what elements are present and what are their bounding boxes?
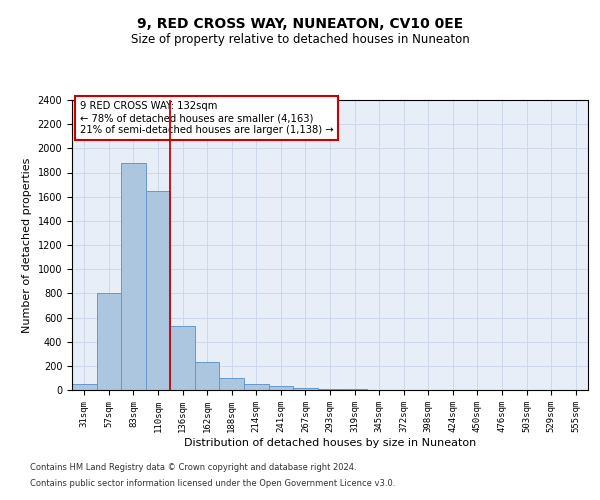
Bar bbox=[146, 190, 170, 390]
Bar bbox=[318, 389, 342, 390]
Text: Contains public sector information licensed under the Open Government Licence v3: Contains public sector information licen… bbox=[30, 478, 395, 488]
Text: Size of property relative to detached houses in Nuneaton: Size of property relative to detached ho… bbox=[131, 32, 469, 46]
Bar bbox=[97, 294, 121, 390]
X-axis label: Distribution of detached houses by size in Nuneaton: Distribution of detached houses by size … bbox=[184, 438, 476, 448]
Bar bbox=[220, 378, 244, 390]
Bar bbox=[170, 326, 195, 390]
Bar bbox=[121, 163, 146, 390]
Text: Contains HM Land Registry data © Crown copyright and database right 2024.: Contains HM Land Registry data © Crown c… bbox=[30, 464, 356, 472]
Bar bbox=[269, 386, 293, 390]
Bar bbox=[293, 388, 318, 390]
Bar bbox=[195, 362, 220, 390]
Text: 9, RED CROSS WAY, NUNEATON, CV10 0EE: 9, RED CROSS WAY, NUNEATON, CV10 0EE bbox=[137, 18, 463, 32]
Bar bbox=[72, 384, 97, 390]
Y-axis label: Number of detached properties: Number of detached properties bbox=[22, 158, 32, 332]
Text: 9 RED CROSS WAY: 132sqm
← 78% of detached houses are smaller (4,163)
21% of semi: 9 RED CROSS WAY: 132sqm ← 78% of detache… bbox=[80, 102, 334, 134]
Bar bbox=[244, 384, 269, 390]
